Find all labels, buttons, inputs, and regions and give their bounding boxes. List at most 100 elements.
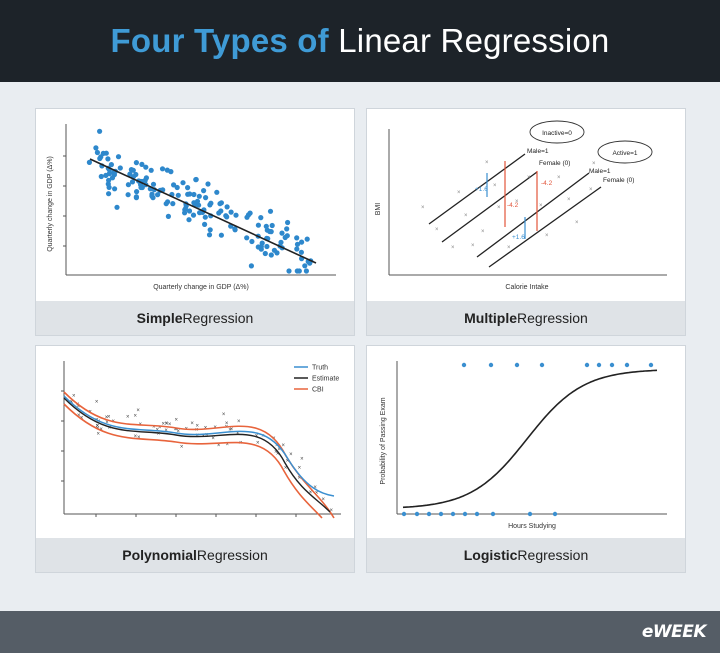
scatter-point bbox=[207, 227, 213, 233]
scatter-point: × bbox=[161, 422, 165, 428]
scatter-point: × bbox=[237, 419, 241, 425]
scatter-point: × bbox=[217, 443, 221, 449]
svg-text:×: × bbox=[485, 160, 489, 166]
scatter-point: × bbox=[107, 426, 111, 432]
svg-text:×: × bbox=[497, 205, 501, 211]
scatter-point bbox=[205, 181, 211, 187]
scatter-point bbox=[106, 184, 112, 190]
line-active-female bbox=[488, 186, 602, 268]
scatter-point bbox=[114, 204, 120, 210]
svg-text:×: × bbox=[471, 243, 475, 249]
scatter-point bbox=[191, 191, 197, 198]
scatter-point bbox=[142, 177, 148, 183]
scatter-point bbox=[228, 209, 234, 215]
scatter-point: × bbox=[175, 427, 179, 433]
scatter-point: × bbox=[275, 443, 279, 449]
scatter-point bbox=[248, 263, 254, 269]
scatter-point bbox=[165, 213, 171, 219]
outcome-point-pass bbox=[609, 362, 615, 368]
outcome-points bbox=[401, 362, 654, 517]
confidence-upper bbox=[63, 391, 335, 519]
scatter-point bbox=[302, 263, 308, 269]
line-inactive-female bbox=[441, 171, 538, 243]
caption-strong: Polynomial bbox=[122, 547, 197, 563]
caption-strong: Multiple bbox=[464, 310, 518, 326]
scatter-point: × bbox=[195, 428, 199, 434]
scatter-point bbox=[299, 239, 305, 245]
outcome-point-fail bbox=[450, 511, 456, 517]
panel-multiple-regression: BMI Calorie Intake × × × × × × × × × × × × × × × × ×… bbox=[366, 108, 686, 336]
scatter-point: × bbox=[276, 452, 280, 458]
svg-text:×: × bbox=[464, 213, 468, 219]
scatter-points: ×××××××××××××××××××××× ×××××××××× ××××××××… bbox=[70, 393, 334, 514]
legend-cbi: CBI bbox=[312, 387, 324, 394]
outcome-point-fail bbox=[462, 511, 468, 517]
outcome-point-pass bbox=[648, 362, 654, 368]
scatter-point bbox=[125, 182, 131, 188]
scatter-point bbox=[97, 128, 103, 134]
scatter-point: × bbox=[321, 497, 325, 503]
line-inactive-male bbox=[428, 153, 526, 225]
active-label: Active=1 bbox=[612, 150, 637, 157]
scatter-point bbox=[233, 212, 239, 218]
scatter-point: × bbox=[180, 445, 184, 451]
scatter-point bbox=[196, 193, 202, 199]
scatter-point bbox=[232, 227, 238, 233]
scatter-point bbox=[268, 252, 274, 258]
caption-rest: Regression bbox=[196, 547, 268, 563]
scatter-points bbox=[86, 128, 314, 274]
panel-caption: Simple Regression bbox=[36, 301, 354, 335]
logistic-curve bbox=[402, 369, 658, 509]
delta-label-3: -4.2 bbox=[541, 180, 553, 187]
scatter-point bbox=[267, 208, 274, 214]
scatter-point bbox=[269, 222, 275, 229]
scatter-point bbox=[262, 250, 268, 257]
outcome-point-pass bbox=[584, 362, 590, 368]
female-label-b: Female (0) bbox=[603, 177, 634, 184]
scatter-point: × bbox=[168, 422, 172, 428]
scatter-point bbox=[98, 173, 104, 180]
scatter-point bbox=[129, 179, 136, 185]
scatter-point bbox=[106, 191, 112, 197]
active-ellipse bbox=[597, 140, 653, 164]
scatter-point bbox=[125, 192, 131, 198]
scatter-point bbox=[155, 192, 161, 198]
svg-text:×: × bbox=[421, 205, 425, 211]
confidence-lower bbox=[63, 403, 323, 519]
scatter-point: × bbox=[175, 418, 179, 424]
scatter-point: × bbox=[226, 442, 230, 448]
caption-rest: Regression bbox=[517, 310, 588, 326]
scatter-point: × bbox=[165, 421, 169, 427]
scatter-point bbox=[180, 180, 186, 186]
svg-text:×: × bbox=[545, 233, 549, 239]
scatter-point: × bbox=[281, 443, 285, 449]
scatter-point: × bbox=[165, 422, 169, 428]
scatter-point: × bbox=[136, 408, 140, 414]
scatter-point bbox=[249, 238, 255, 245]
scatter-point bbox=[159, 166, 166, 172]
scatter-point: × bbox=[330, 508, 334, 514]
scatter-point bbox=[182, 210, 188, 216]
scatter-point bbox=[171, 182, 177, 188]
scatter-point bbox=[168, 169, 174, 175]
y-axis-label: Probability of Passing Exam bbox=[380, 397, 387, 484]
svg-text:×: × bbox=[493, 183, 497, 189]
scatter-point: × bbox=[134, 434, 138, 440]
scatter-point bbox=[133, 160, 139, 166]
scatter-point bbox=[185, 185, 191, 191]
scatter-point bbox=[224, 204, 230, 210]
scatter-point bbox=[134, 189, 140, 195]
scatter-point bbox=[94, 149, 100, 156]
scatter-point bbox=[109, 175, 116, 181]
panel-caption: Polynomial Regression bbox=[36, 538, 354, 572]
svg-text:×: × bbox=[435, 227, 439, 233]
y-axis-label: BMI bbox=[375, 203, 382, 216]
scatter-point bbox=[86, 159, 92, 165]
blue-offsets bbox=[486, 173, 526, 239]
scatter-point bbox=[284, 233, 290, 239]
scatter-point: × bbox=[211, 436, 215, 442]
y-ticks bbox=[63, 155, 66, 247]
scatter-point bbox=[139, 161, 145, 167]
outcome-point-pass bbox=[596, 362, 602, 368]
scatter-point: × bbox=[222, 412, 226, 418]
